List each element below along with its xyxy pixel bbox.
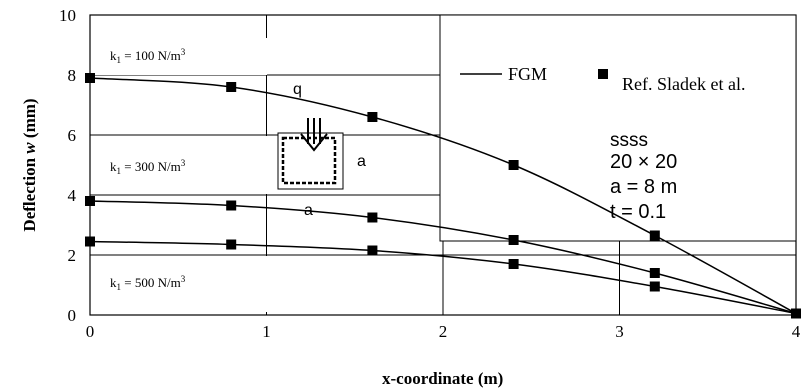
series-2-marker [508, 235, 519, 245]
y-tick-label: 10 [59, 6, 76, 25]
series-3-marker [791, 308, 801, 319]
series-2-marker [649, 268, 660, 278]
x-axis-title: x-coordinate (m) [382, 369, 503, 388]
annotation-q: q [293, 81, 302, 98]
series-1-marker [226, 82, 237, 92]
x-tick-label: 0 [86, 322, 95, 341]
annotation-mesh: 20 × 20 [610, 151, 677, 173]
series-3-marker [367, 245, 378, 256]
curve-label-box-1 [92, 38, 267, 75]
curve-label-k500: k1 = 500 N/m3 [110, 274, 186, 292]
legend-marker-sample [598, 69, 608, 79]
curve-label-k300: k1 = 300 N/m3 [110, 158, 186, 176]
curve-label-box-2 [92, 136, 267, 194]
series-2-marker [85, 196, 95, 206]
y-tick-label: 2 [68, 246, 77, 265]
plate-inset-frame [277, 132, 344, 190]
y-tick-label: 0 [68, 306, 77, 325]
y-tick-label: 4 [68, 186, 77, 205]
series-3-marker [508, 259, 519, 269]
x-tick-label: 2 [439, 322, 448, 341]
y-axis-title: Deflection w (mm) [20, 98, 39, 231]
annotation-thickness: t = 0.1 [610, 201, 666, 223]
x-tick-label: 1 [262, 322, 271, 341]
x-tick-label: 4 [792, 322, 801, 341]
series-3-marker [85, 236, 95, 247]
legend-line-label: FGM [508, 64, 547, 84]
series-3-marker [649, 281, 660, 292]
x-tick-label: 3 [615, 322, 624, 341]
y-tick-label: 6 [68, 126, 77, 145]
plate-inset [277, 118, 344, 190]
series-1-marker [367, 112, 378, 122]
series-1-marker [508, 160, 519, 170]
curve-label-k100: k1 = 100 N/m3 [110, 47, 186, 65]
curve-label-box-3 [92, 256, 267, 312]
annotation-a-side: a [357, 153, 366, 170]
legend-marker-label: Ref. Sladek et al. [622, 74, 745, 94]
load-arrows-icon [300, 118, 328, 152]
data-series [85, 73, 801, 319]
series-2-marker [226, 200, 237, 211]
annotation-bc: ssss [610, 130, 648, 151]
annotation-a-value: a = 8 m [610, 176, 677, 198]
series-3-marker [226, 239, 237, 250]
series-line-3 [89, 240, 797, 315]
series-2-marker [367, 212, 378, 223]
y-tick-label: 8 [68, 66, 77, 85]
series-line-1 [89, 77, 797, 315]
tick-labels: 0 2 4 6 8 10 0 1 2 3 4 [59, 6, 801, 341]
legend-box [439, 14, 797, 242]
series-1-marker [85, 73, 95, 83]
series-1-marker [649, 230, 660, 241]
series-line-2 [89, 200, 797, 315]
